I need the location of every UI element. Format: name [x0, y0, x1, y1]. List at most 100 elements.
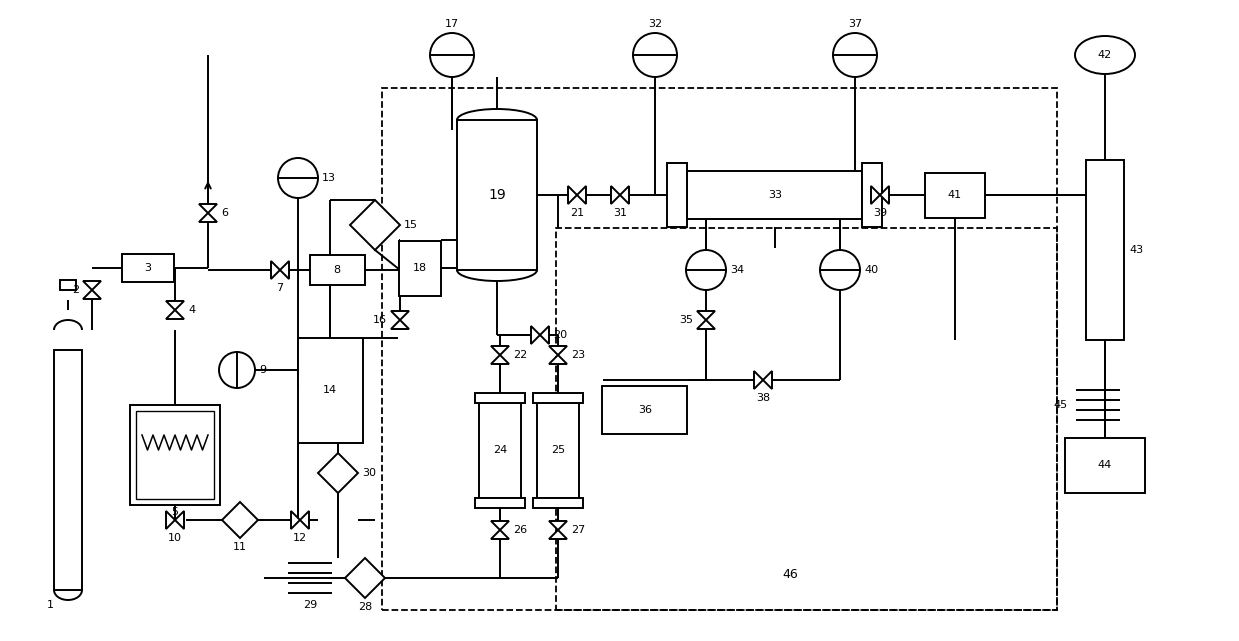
- Polygon shape: [698, 320, 715, 329]
- Text: 8: 8: [333, 265, 341, 275]
- Bar: [121, 254, 173, 282]
- Polygon shape: [549, 521, 567, 530]
- Circle shape: [833, 33, 877, 77]
- Circle shape: [278, 158, 318, 198]
- Text: 9: 9: [259, 365, 266, 375]
- Bar: [688, 171, 862, 219]
- Circle shape: [686, 250, 726, 290]
- Text: 24: 24: [493, 445, 507, 455]
- Polygon shape: [222, 502, 258, 538]
- Polygon shape: [880, 186, 890, 204]
- Text: 25: 25: [551, 445, 565, 455]
- Polygon shape: [549, 346, 567, 355]
- Bar: [602, 386, 688, 434]
- Circle shape: [219, 352, 255, 388]
- Text: 10: 10: [169, 533, 182, 543]
- Text: 28: 28: [358, 602, 372, 612]
- Text: 21: 21: [570, 208, 584, 218]
- Polygon shape: [166, 301, 185, 310]
- Text: 34: 34: [730, 265, 745, 275]
- Text: 15: 15: [404, 220, 418, 230]
- Text: 14: 14: [323, 385, 337, 395]
- Text: 36: 36: [638, 405, 652, 415]
- Polygon shape: [577, 186, 586, 204]
- Text: 1: 1: [47, 600, 53, 610]
- Text: 29: 29: [302, 600, 317, 610]
- Bar: [310, 255, 364, 285]
- Text: 11: 11: [233, 542, 247, 552]
- Polygon shape: [318, 453, 358, 493]
- Text: 17: 17: [445, 19, 460, 29]
- Text: 2: 2: [72, 285, 79, 295]
- Polygon shape: [300, 511, 309, 529]
- Polygon shape: [349, 200, 400, 250]
- Bar: [1066, 438, 1145, 492]
- Bar: [475, 392, 525, 403]
- Polygon shape: [491, 355, 509, 364]
- Text: 23: 23: [571, 350, 585, 360]
- Polygon shape: [532, 326, 540, 344]
- Bar: [59, 280, 76, 290]
- Text: 41: 41: [948, 190, 961, 200]
- Bar: [479, 403, 522, 497]
- Polygon shape: [199, 204, 217, 213]
- Text: 45: 45: [1054, 400, 1068, 410]
- Polygon shape: [392, 320, 409, 329]
- Text: 33: 33: [768, 190, 782, 200]
- Text: 6: 6: [221, 208, 228, 218]
- Bar: [533, 497, 584, 508]
- Polygon shape: [763, 371, 772, 389]
- Polygon shape: [540, 326, 549, 344]
- Bar: [533, 392, 584, 403]
- Polygon shape: [166, 310, 185, 319]
- Text: 27: 27: [571, 525, 585, 535]
- Text: 39: 39: [873, 208, 887, 218]
- Text: 44: 44: [1098, 460, 1113, 470]
- Circle shape: [430, 33, 475, 77]
- Polygon shape: [491, 346, 509, 355]
- Polygon shape: [698, 311, 715, 320]
- Polygon shape: [291, 511, 300, 529]
- Text: 43: 43: [1129, 245, 1144, 255]
- Polygon shape: [166, 511, 175, 529]
- Bar: [475, 497, 525, 508]
- Polygon shape: [280, 261, 289, 279]
- Bar: [136, 411, 214, 499]
- Text: 18: 18: [413, 263, 427, 273]
- Polygon shape: [199, 213, 217, 222]
- Bar: [536, 403, 579, 497]
- Polygon shape: [271, 261, 280, 279]
- Bar: [55, 350, 82, 590]
- Text: 46: 46: [782, 569, 798, 581]
- Polygon shape: [175, 511, 185, 529]
- Polygon shape: [491, 530, 509, 539]
- Text: 26: 26: [513, 525, 527, 535]
- Text: 35: 35: [679, 315, 693, 325]
- Polygon shape: [755, 371, 763, 389]
- Text: 19: 19: [488, 188, 506, 202]
- Text: 12: 12: [292, 533, 307, 543]
- Text: 13: 13: [322, 173, 336, 183]
- Text: 20: 20: [553, 330, 567, 340]
- Bar: [130, 405, 221, 505]
- Text: 7: 7: [276, 283, 284, 293]
- Bar: [297, 338, 363, 442]
- Bar: [1087, 160, 1124, 340]
- Bar: [382, 88, 1057, 610]
- Bar: [457, 120, 536, 270]
- Text: 22: 22: [513, 350, 528, 360]
- Ellipse shape: [1075, 36, 1135, 74]
- Text: 32: 32: [648, 19, 662, 29]
- Text: 31: 31: [613, 208, 627, 218]
- Polygon shape: [83, 290, 102, 299]
- Bar: [556, 228, 1057, 610]
- Text: 3: 3: [145, 263, 151, 273]
- Polygon shape: [491, 521, 509, 530]
- Polygon shape: [392, 311, 409, 320]
- Text: 30: 30: [362, 468, 375, 478]
- Text: 5: 5: [171, 507, 178, 517]
- Text: 40: 40: [864, 265, 878, 275]
- Polygon shape: [620, 186, 629, 204]
- Text: 16: 16: [373, 315, 387, 325]
- Polygon shape: [344, 558, 385, 598]
